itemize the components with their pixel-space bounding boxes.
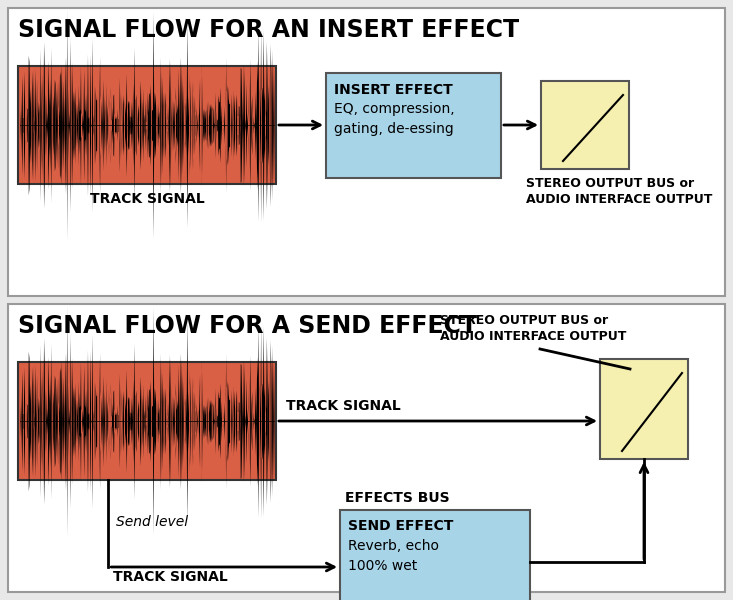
Bar [8,8,725,296]
Bar [8,304,725,592]
Text: 100% wet: 100% wet [348,559,417,574]
Bar [326,73,501,178]
Text: STEREO OUTPUT BUS or: STEREO OUTPUT BUS or [440,314,608,327]
Text: TRACK SIGNAL: TRACK SIGNAL [89,192,205,206]
Text: Send level: Send level [117,515,188,529]
Bar [541,81,629,169]
Text: SIGNAL FLOW FOR AN INSERT EFFECT: SIGNAL FLOW FOR AN INSERT EFFECT [18,18,519,42]
Bar [18,66,276,184]
Text: TRACK SIGNAL: TRACK SIGNAL [114,570,228,584]
Bar [340,509,530,600]
Text: AUDIO INTERFACE OUTPUT: AUDIO INTERFACE OUTPUT [440,330,627,343]
Text: TRACK SIGNAL: TRACK SIGNAL [286,399,401,413]
Bar [600,359,688,459]
Bar [18,362,276,480]
Text: gating, de-essing: gating, de-essing [334,122,454,136]
Text: STEREO OUTPUT BUS or: STEREO OUTPUT BUS or [526,177,694,190]
Text: EQ, compression,: EQ, compression, [334,103,454,116]
Text: SEND EFFECT: SEND EFFECT [348,520,454,533]
Text: Reverb, echo: Reverb, echo [348,539,439,553]
Text: INSERT EFFECT: INSERT EFFECT [334,82,453,97]
Text: EFFECTS BUS: EFFECTS BUS [345,491,449,505]
Text: AUDIO INTERFACE OUTPUT: AUDIO INTERFACE OUTPUT [526,193,712,206]
Text: SIGNAL FLOW FOR A SEND EFFECT: SIGNAL FLOW FOR A SEND EFFECT [18,314,477,338]
